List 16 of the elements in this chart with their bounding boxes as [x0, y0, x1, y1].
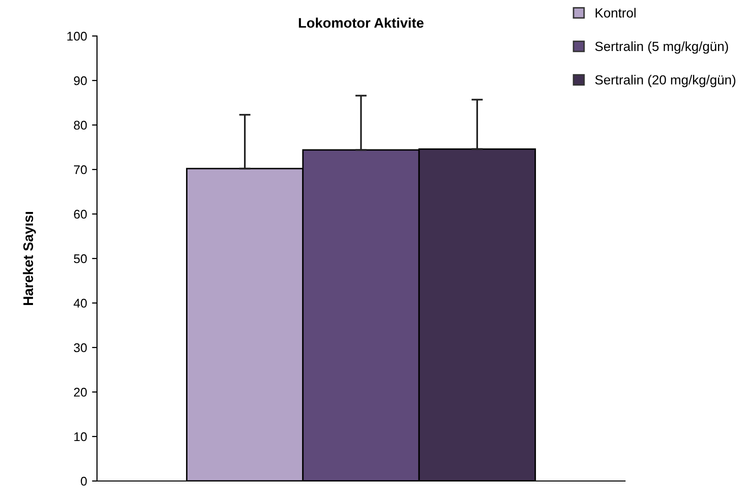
- y-tick-label: 70: [74, 165, 87, 174]
- legend-label: Kontrol: [596, 8, 636, 18]
- y-tick-label: 10: [74, 432, 87, 442]
- y-tick-label: 100: [67, 32, 87, 41]
- y-tick-label: 50: [74, 254, 87, 264]
- legend-label: Sertralin (5 mg/kg/gün): [595, 41, 728, 54]
- y-tick-label: 30: [74, 343, 87, 352]
- chart-title: Lokomotor Aktivite: [298, 18, 424, 28]
- y-tick-label: 20: [74, 388, 87, 397]
- y-tick-label: 80: [74, 120, 87, 130]
- y-tick-label: 0: [80, 476, 87, 486]
- y-axis-title: Hareket Sayısı: [22, 212, 36, 306]
- y-tick-label: 60: [74, 210, 87, 219]
- y-tick-label: 90: [74, 76, 87, 86]
- y-tick-label: 40: [74, 298, 87, 308]
- legend-label: Sertralin (20 mg/kg/gün): [595, 74, 736, 88]
